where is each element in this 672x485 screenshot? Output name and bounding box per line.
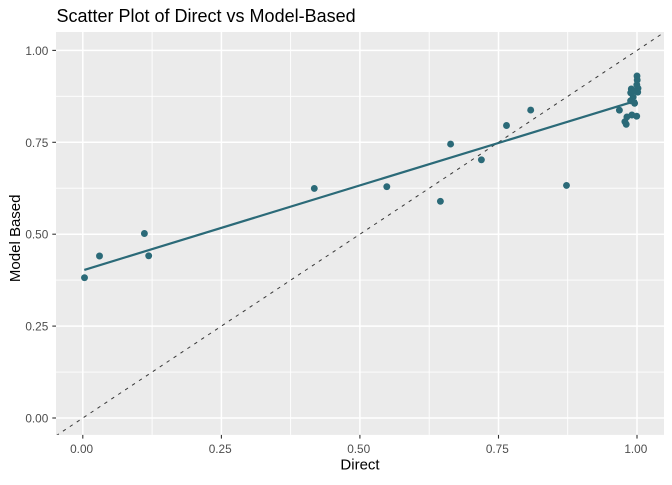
svg-text:0.00: 0.00 <box>25 412 48 426</box>
svg-text:Model Based: Model Based <box>7 195 24 283</box>
svg-text:1.00: 1.00 <box>624 442 647 456</box>
svg-text:0.75: 0.75 <box>25 136 48 150</box>
svg-text:0.50: 0.50 <box>25 228 48 242</box>
svg-text:0.75: 0.75 <box>486 442 509 456</box>
svg-text:Direct: Direct <box>340 457 380 474</box>
svg-text:0.00: 0.00 <box>70 442 93 456</box>
svg-text:Scatter Plot of Direct vs Mode: Scatter Plot of Direct vs Model-Based <box>57 6 356 26</box>
svg-text:1.00: 1.00 <box>25 44 48 58</box>
svg-text:0.50: 0.50 <box>347 442 370 456</box>
svg-text:0.25: 0.25 <box>209 442 232 456</box>
svg-text:0.25: 0.25 <box>25 320 48 334</box>
